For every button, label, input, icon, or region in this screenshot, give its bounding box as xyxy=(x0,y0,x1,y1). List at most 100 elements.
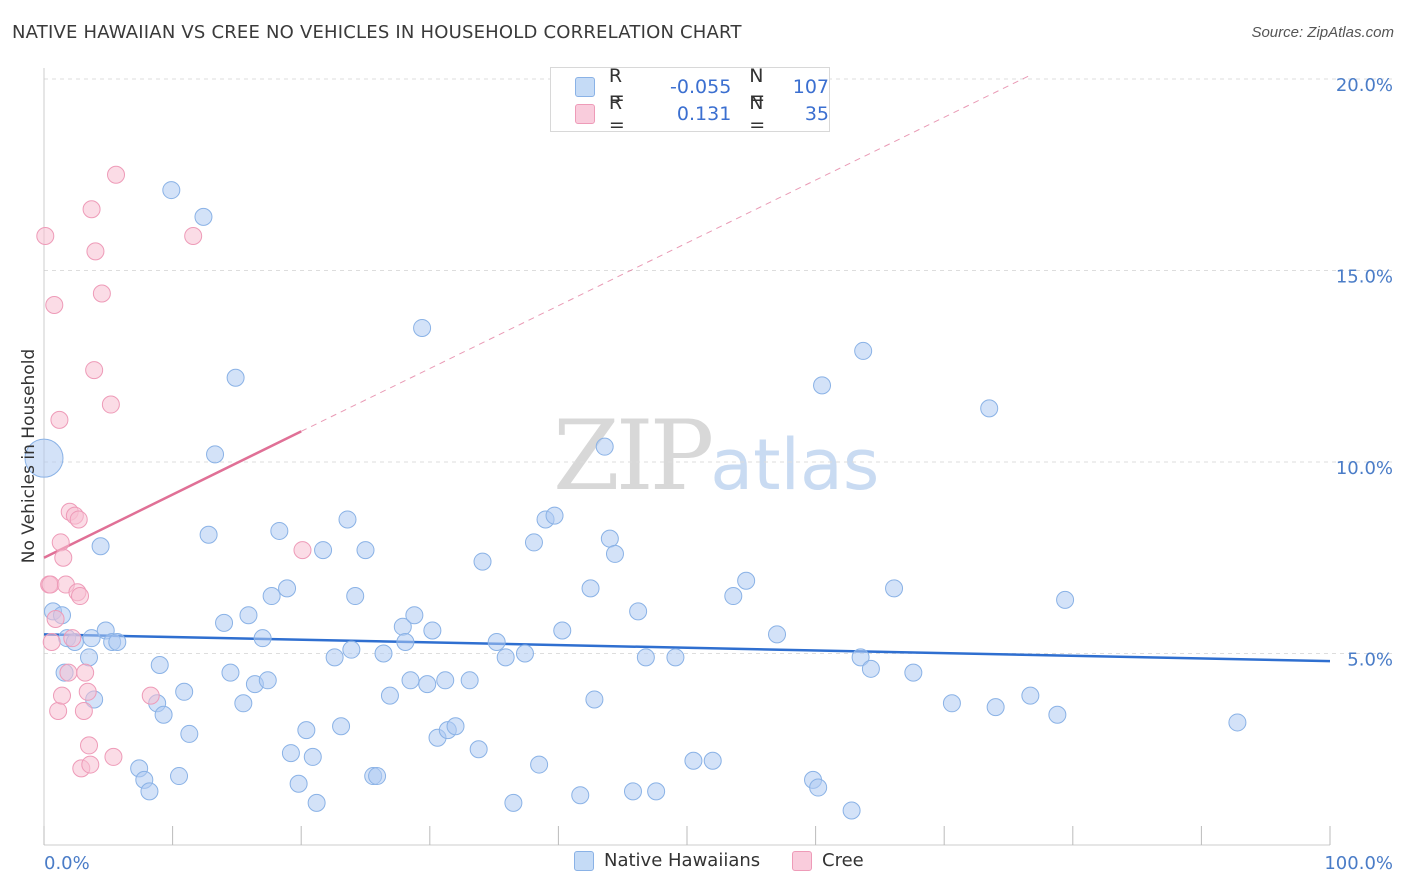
point-native-hawaiians xyxy=(684,751,703,770)
point-native-hawaiians xyxy=(469,740,488,759)
point-native-hawaiians xyxy=(861,659,880,678)
y-axis-label: No Vehicles in Household xyxy=(19,349,39,563)
legend-n-label: N = xyxy=(749,65,766,109)
point-native-hawaiians xyxy=(368,767,387,786)
point-native-hawaiians xyxy=(262,587,281,606)
point-cree xyxy=(63,629,82,648)
point-native-hawaiians xyxy=(405,606,424,625)
point-native-hawaiians xyxy=(297,721,316,740)
point-native-hawaiians xyxy=(303,747,322,766)
point-native-hawaiians xyxy=(226,368,245,387)
point-cree xyxy=(107,165,126,184)
point-native-hawaiians xyxy=(234,694,253,713)
point-native-hawaiians xyxy=(581,579,600,598)
legend-r-value: -0.055 xyxy=(670,76,732,98)
point-cree xyxy=(141,686,160,705)
tick-labels: 5.0% 10.0% 15.0% 20.0% 0.0% 100.0% No Vehicles… xyxy=(19,75,1393,874)
legend-n-value: 107 xyxy=(792,76,829,98)
point-native-hawaiians xyxy=(737,571,756,590)
point-native-hawaiians xyxy=(986,698,1005,717)
point-cree xyxy=(46,610,65,629)
point-cree xyxy=(85,361,104,380)
chart-title: NATIVE HAWAIIAN VS CREE NO VEHICLES IN H… xyxy=(12,22,742,43)
point-native-hawaiians xyxy=(553,621,572,640)
point-native-hawaiians xyxy=(524,533,543,552)
legend-r-label: R = xyxy=(608,92,625,136)
point-native-hawaiians xyxy=(842,801,861,820)
watermark-atlas: atlas xyxy=(710,424,880,506)
point-cree xyxy=(80,736,99,755)
x-tick-label: 0.0% xyxy=(44,853,90,874)
point-cree xyxy=(293,541,312,560)
point-cree xyxy=(45,295,64,314)
point-native-hawaiians xyxy=(703,751,722,770)
point-native-hawaiians xyxy=(270,521,289,540)
legend-swatch-pink xyxy=(575,104,595,124)
point-native-hawaiians xyxy=(904,663,923,682)
point-native-hawaiians xyxy=(413,318,432,337)
point-native-hawaiians xyxy=(768,625,787,644)
point-native-hawaiians xyxy=(194,207,213,226)
watermark-zip: ZIP xyxy=(553,400,714,512)
point-cree xyxy=(51,533,70,552)
bottom-legend-native-hawaiians: Native Hawaiians xyxy=(574,850,760,871)
point-native-hawaiians xyxy=(175,682,194,701)
point-native-hawaiians xyxy=(809,778,828,797)
point-cree xyxy=(81,755,100,774)
point-cree xyxy=(50,410,69,429)
point-native-hawaiians xyxy=(150,655,169,674)
point-native-hawaiians xyxy=(629,602,648,621)
point-cree xyxy=(53,686,72,705)
point-native-hawaiians xyxy=(332,717,351,736)
bottom-legend-label: Native Hawaiians xyxy=(604,850,761,871)
trend-line-native-hawaiians xyxy=(43,633,1331,663)
point-native-hawaiians xyxy=(724,587,743,606)
point-native-hawaiians xyxy=(24,438,64,478)
point-native-hawaiians xyxy=(325,648,344,667)
point-native-hawaiians xyxy=(504,793,523,812)
point-native-hawaiians xyxy=(571,786,590,805)
point-native-hawaiians xyxy=(140,782,159,801)
trend-line-cree xyxy=(43,430,302,559)
point-cree xyxy=(42,633,61,652)
point-native-hawaiians xyxy=(496,648,515,667)
point-native-hawaiians xyxy=(221,663,240,682)
x-tick-label: 100.0% xyxy=(1324,853,1393,874)
point-native-hawaiians xyxy=(342,640,361,659)
point-native-hawaiians xyxy=(1228,713,1247,732)
point-native-hawaiians xyxy=(374,644,393,663)
point-native-hawaiians xyxy=(380,686,399,705)
point-native-hawaiians xyxy=(595,437,614,456)
point-native-hawaiians xyxy=(515,644,534,663)
legend-row-native-hawaiians: R = -0.055 N = 107 xyxy=(575,65,829,109)
point-native-hawaiians xyxy=(239,606,258,625)
point-native-hawaiians xyxy=(623,782,642,801)
point-native-hawaiians xyxy=(258,671,277,690)
point-cree xyxy=(86,242,105,261)
point-native-hawaiians xyxy=(418,675,437,694)
point-native-hawaiians xyxy=(605,544,624,563)
grid-lines xyxy=(44,78,1392,654)
legend-r-label: R = xyxy=(608,65,625,109)
point-native-hawaiians xyxy=(91,537,110,556)
point-native-hawaiians xyxy=(487,633,506,652)
point-cree xyxy=(69,510,88,529)
axes xyxy=(43,68,1331,846)
point-native-hawaiians xyxy=(82,629,101,648)
point-native-hawaiians xyxy=(545,506,564,525)
point-native-hawaiians xyxy=(170,767,189,786)
point-native-hawaiians xyxy=(1048,705,1067,724)
point-native-hawaiians xyxy=(851,648,870,667)
y-tick-label: 15.0% xyxy=(1336,267,1393,288)
legend-row-cree: R = 0.131 N = 35 xyxy=(575,92,829,136)
point-native-hawaiians xyxy=(307,793,326,812)
point-native-hawaiians xyxy=(1021,686,1040,705)
legend-n-value: 35 xyxy=(804,103,829,125)
bottom-legend-swatch-pink xyxy=(792,850,812,871)
point-native-hawaiians xyxy=(942,694,961,713)
point-native-hawaiians xyxy=(436,671,455,690)
point-cree xyxy=(41,575,60,594)
y-tick-label: 5.0% xyxy=(1347,650,1393,671)
legend-n-label: N = xyxy=(749,92,766,136)
